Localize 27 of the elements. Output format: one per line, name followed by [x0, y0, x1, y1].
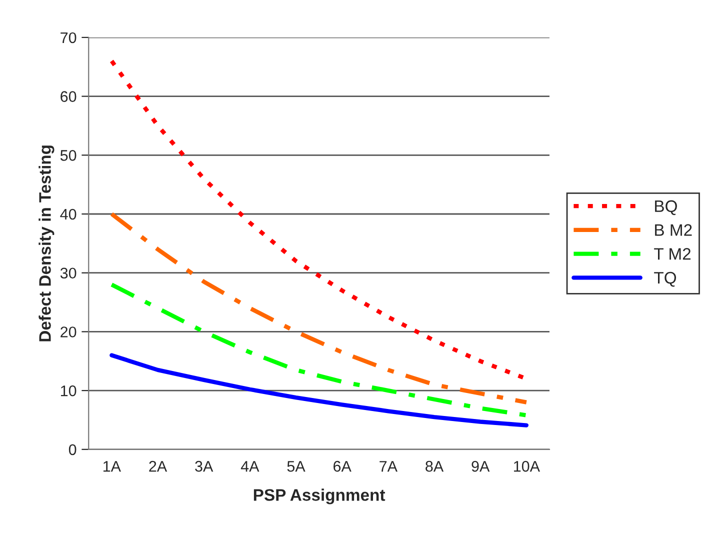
y-tick-label: 20 [60, 326, 76, 338]
y-tick-label: 40 [60, 208, 76, 220]
line-series [110, 282, 529, 418]
x-tick-label: 3A [195, 460, 214, 472]
x-tick-label: 6A [334, 460, 352, 472]
y-tick-label: 30 [60, 268, 76, 279]
legend-label: T M2 [654, 248, 691, 260]
y-tick-label: 0 [68, 444, 76, 456]
x-tick-label: 4A [240, 461, 260, 472]
y-tick-label: 50 [60, 150, 76, 161]
legend-label: TQ [654, 272, 676, 287]
x-tick-label: 9A [472, 460, 490, 472]
y-axis-title: Defect Density in Testing [38, 146, 54, 342]
x-axis-title: PSP Assignment [254, 488, 386, 504]
x-tick-label: 5A [287, 461, 306, 472]
legend-label: B M2 [655, 224, 692, 236]
y-tick-label: 60 [60, 91, 76, 102]
x-tick-label: 10A [514, 460, 540, 472]
x-tick-label: 1A [103, 461, 121, 472]
y-tick-label: 70 [60, 32, 76, 44]
x-tick-label: 7A [380, 461, 398, 472]
line-series [110, 212, 529, 404]
x-tick-label: 8A [426, 460, 444, 472]
x-tick-label: 2A [149, 460, 168, 472]
y-tick-label: 10 [60, 385, 76, 396]
legend-label: BQ [655, 200, 677, 216]
line-series [110, 353, 529, 428]
